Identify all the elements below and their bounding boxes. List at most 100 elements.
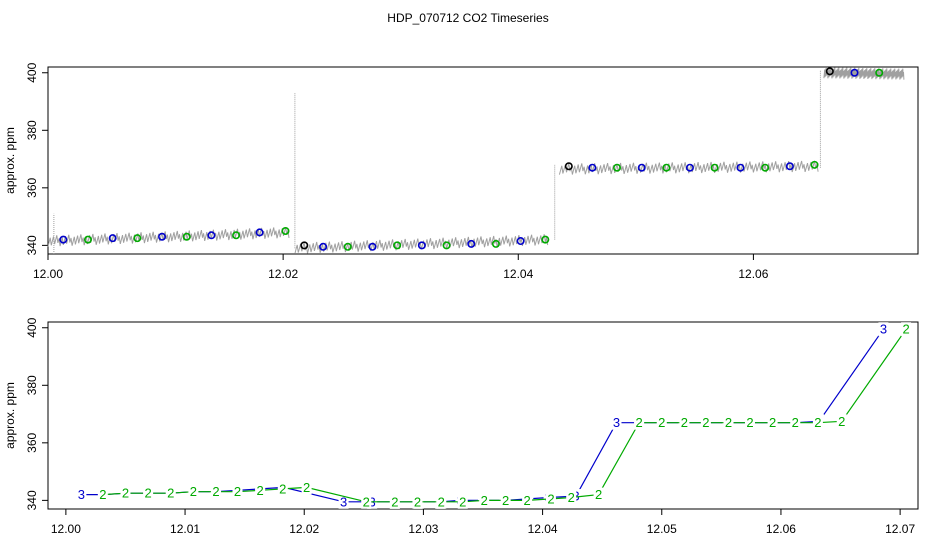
series-marker-green: 2 [279,481,286,496]
data-point-green [83,235,92,244]
x-tick-label: 12.07 [885,522,915,536]
y-tick-label: 400 [25,62,39,82]
marker-bg [436,494,447,509]
data-point-black [564,162,573,171]
marker-bg [812,415,823,430]
marker-bg [878,322,889,337]
marker-bg [901,322,912,337]
x-tick-label: 12.02 [268,267,298,281]
y-tick-label: 360 [25,177,39,197]
series-line-green [102,328,907,503]
marker-bg [500,493,511,508]
x-tick-label: 12.04 [528,522,558,536]
marker-bg [457,494,468,509]
x-tick-label: 12.06 [766,522,796,536]
data-point-blue [59,235,68,244]
series-marker-blue: 3 [880,322,887,337]
marker-bg [656,415,667,430]
series-marker-green: 2 [814,415,821,430]
y-tick-label: 380 [25,120,39,140]
data-point-green [761,163,770,172]
marker-bg [338,494,349,509]
chart-title: HDP_070712 CO2 Timeseries [387,11,548,25]
series-marker-blue: 3 [340,494,347,509]
data-point-blue [467,239,476,248]
data-point-blue [736,163,745,172]
marker-bg [545,491,556,506]
x-tick-label: 12.00 [51,522,81,536]
series-marker-green: 2 [523,493,530,508]
data-point-blue [108,234,117,243]
marker-bg [522,493,533,508]
series-marker-green: 2 [838,414,845,429]
marker-bg [566,490,577,505]
panel-bottom: 12.00 12.01 12.02 12.03 12.04 12.05 12.06 12.07… [3,317,919,536]
marker-bg [700,415,711,430]
x-tick-label: 12.01 [170,522,200,536]
data-point-green [541,235,550,244]
x-tick-label: 12.02 [289,522,319,536]
marker-bg [277,481,288,496]
series-marker-green: 2 [414,494,421,509]
series-marker-green: 2 [595,487,602,502]
x-tick-label: 12.06 [738,267,768,281]
marker-bg [679,415,690,430]
series-marker-green: 2 [257,483,264,498]
marker-bg [593,487,604,502]
raw-trace [558,160,819,175]
series-marker-green: 2 [99,487,106,502]
y-tick-label: 340 [25,490,39,510]
marker-bg [744,415,755,430]
marker-bg [143,486,154,501]
raw-trace [823,67,905,80]
series-marker-green: 2 [902,322,909,337]
data-point-green [491,239,500,248]
data-point-blue [158,232,167,241]
series-marker-green: 2 [568,490,575,505]
data-point-black [825,67,834,76]
marker-bg [412,494,423,509]
data-point-green [662,163,671,172]
data-point-green [875,68,884,77]
series-marker-green: 2 [212,484,219,499]
data-point-green [133,234,142,243]
data-point-blue [207,231,216,240]
series-marker-green: 2 [363,494,370,509]
data-point-blue [785,162,794,171]
marker-bg [361,494,372,509]
series-marker-green: 2 [502,493,509,508]
data-point-blue [637,163,646,172]
series-marker-green: 2 [636,415,643,430]
data-point-blue [850,68,859,77]
marker-bg [479,493,490,508]
marker-bg [767,415,778,430]
series-marker-green: 2 [681,415,688,430]
marker-bg [97,487,108,502]
series-marker-green: 2 [481,493,488,508]
marker-bg [389,494,400,509]
plot-frame [47,321,919,510]
series-marker-green: 2 [167,486,174,501]
marker-bg [836,414,847,429]
marker-bg [165,486,176,501]
data-point-blue [588,163,597,172]
data-point-black [300,241,309,250]
data-point-green [182,232,191,241]
marker-bg [790,415,801,430]
series-marker-green: 2 [702,415,709,430]
series-marker-green: 2 [746,415,753,430]
data-point-green [810,160,819,169]
data-point-green [442,241,451,250]
raw-trace [294,234,549,254]
marker-bg [76,487,87,502]
series-marker-green: 2 [438,494,445,509]
data-point-blue [417,241,426,250]
y-tick-label: 340 [25,235,39,255]
x-tick-label: 12.03 [408,522,438,536]
data-point-green [343,242,352,251]
series-marker-green: 2 [725,415,732,430]
y-axis-label: approx. ppm [3,382,17,449]
panel-top: 12.00 12.02 12.04 12.06 340 360 380 400 approx. … [3,62,919,281]
data-point-green [281,226,290,235]
